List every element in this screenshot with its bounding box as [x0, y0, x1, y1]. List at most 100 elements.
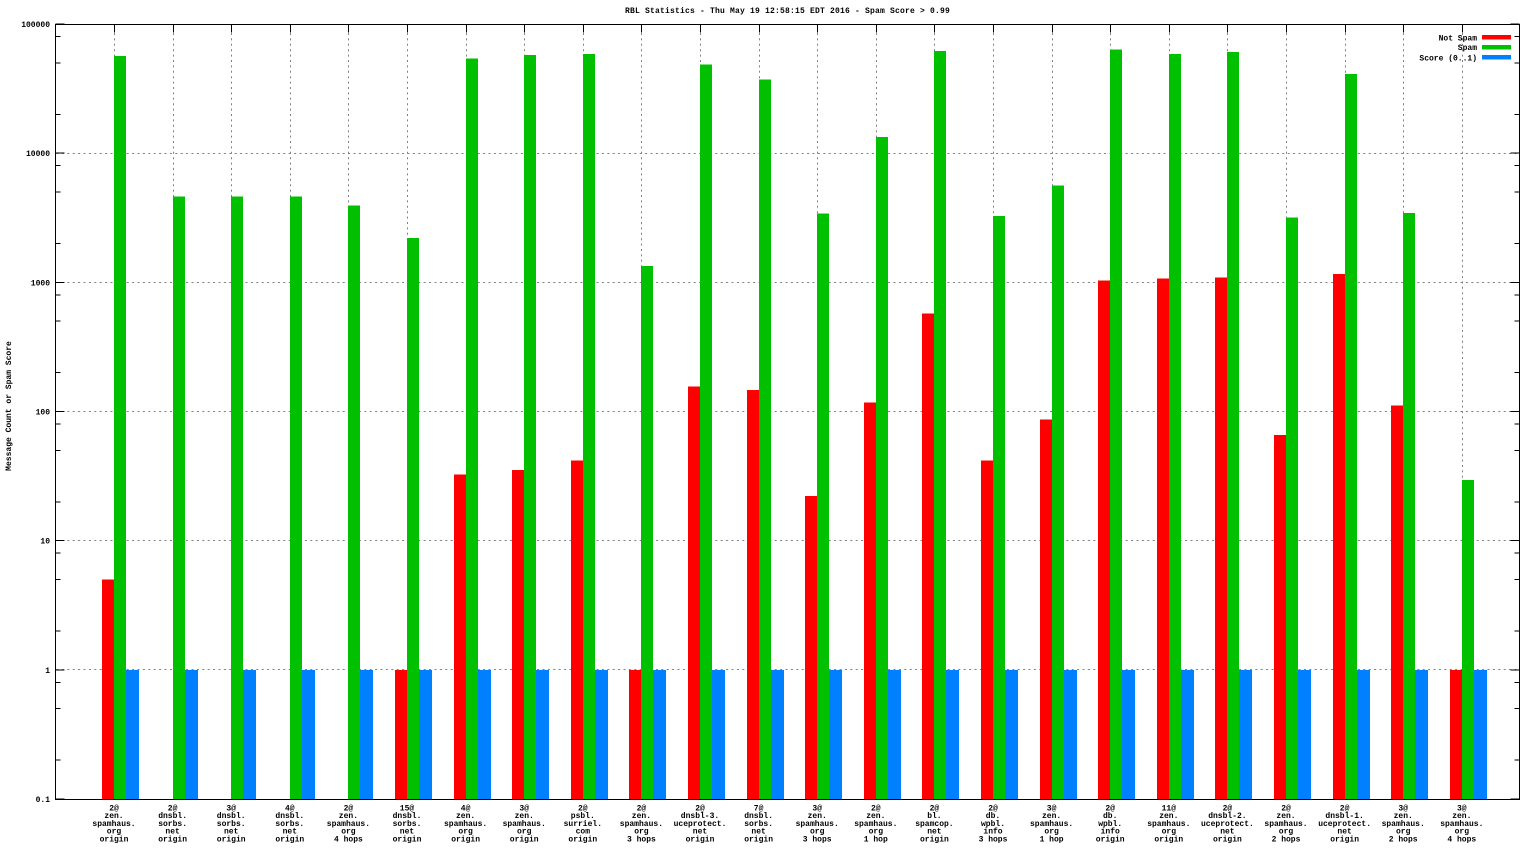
- svg-text:2@: 2@: [871, 804, 881, 813]
- svg-text:4@: 4@: [461, 804, 471, 813]
- svg-text:zen.: zen.: [339, 812, 358, 821]
- svg-text:Not Spam: Not Spam: [1439, 34, 1478, 43]
- svg-text:spamcop.: spamcop.: [915, 820, 953, 829]
- svg-text:3@: 3@: [812, 804, 822, 813]
- svg-text:3@: 3@: [1398, 804, 1408, 813]
- svg-text:org: org: [517, 828, 532, 837]
- svg-text:org: org: [634, 828, 649, 837]
- svg-text:3 hops: 3 hops: [979, 835, 1008, 844]
- svg-text:dnsbl-3.: dnsbl-3.: [681, 812, 719, 821]
- svg-text:100000: 100000: [21, 21, 50, 30]
- svg-text:origin: origin: [568, 835, 597, 844]
- svg-text:origin: origin: [920, 835, 949, 844]
- svg-text:origin: origin: [744, 835, 773, 844]
- svg-text:spamhaus.: spamhaus.: [620, 820, 663, 829]
- svg-text:uceprotect.: uceprotect.: [1201, 820, 1254, 829]
- svg-text:spamhaus.: spamhaus.: [444, 820, 487, 829]
- svg-text:origin: origin: [275, 835, 304, 844]
- svg-text:15@: 15@: [400, 804, 415, 813]
- svg-text:spamhaus.: spamhaus.: [1264, 820, 1307, 829]
- svg-text:zen.: zen.: [1276, 812, 1295, 821]
- svg-text:4@: 4@: [285, 804, 295, 813]
- svg-text:uceprotect.: uceprotect.: [674, 820, 727, 829]
- svg-text:origin: origin: [1330, 835, 1359, 844]
- svg-text:psbl.: psbl.: [571, 812, 595, 821]
- svg-text:org: org: [869, 828, 884, 837]
- svg-text:2@: 2@: [168, 804, 178, 813]
- svg-text:0.1: 0.1: [36, 796, 51, 805]
- svg-text:3@: 3@: [226, 804, 236, 813]
- svg-text:zen.: zen.: [1159, 812, 1178, 821]
- svg-text:sorbs.: sorbs.: [158, 820, 187, 829]
- svg-text:Spam: Spam: [1458, 44, 1477, 53]
- svg-text:net: net: [751, 828, 766, 837]
- svg-text:origin: origin: [1213, 835, 1242, 844]
- svg-text:2@: 2@: [695, 804, 705, 813]
- svg-text:origin: origin: [510, 835, 539, 844]
- svg-text:origin: origin: [100, 835, 129, 844]
- svg-text:zen.: zen.: [1452, 812, 1471, 821]
- svg-text:2@: 2@: [1223, 804, 1233, 813]
- svg-text:dnsbl.: dnsbl.: [158, 812, 187, 821]
- svg-text:net: net: [693, 828, 708, 837]
- svg-text:2@: 2@: [1281, 804, 1291, 813]
- svg-text:spamhaus.: spamhaus.: [327, 820, 370, 829]
- svg-text:2@: 2@: [109, 804, 119, 813]
- svg-text:sorbs.: sorbs.: [744, 820, 773, 829]
- svg-text:Message Count or Spam Score: Message Count or Spam Score: [5, 341, 14, 471]
- svg-text:2@: 2@: [637, 804, 647, 813]
- svg-text:com: com: [576, 828, 591, 837]
- svg-text:info: info: [983, 828, 1002, 837]
- svg-text:zen.: zen.: [808, 812, 827, 821]
- svg-text:surriel.: surriel.: [564, 820, 602, 829]
- svg-text:origin: origin: [393, 835, 422, 844]
- svg-text:Score (0..1): Score (0..1): [1419, 54, 1477, 63]
- svg-text:2@: 2@: [1105, 804, 1115, 813]
- svg-text:org: org: [341, 828, 356, 837]
- svg-text:org: org: [1279, 828, 1294, 837]
- svg-text:zen.: zen.: [1394, 812, 1413, 821]
- svg-text:10: 10: [40, 538, 50, 547]
- svg-text:wpbl.: wpbl.: [1098, 820, 1122, 829]
- svg-text:zen.: zen.: [632, 812, 651, 821]
- svg-text:100: 100: [36, 409, 51, 418]
- svg-text:spamhaus.: spamhaus.: [92, 820, 135, 829]
- svg-text:org: org: [458, 828, 473, 837]
- svg-text:3@: 3@: [519, 804, 529, 813]
- svg-text:spamhaus.: spamhaus.: [796, 820, 839, 829]
- svg-text:spamhaus.: spamhaus.: [854, 820, 897, 829]
- svg-text:3@: 3@: [1047, 804, 1057, 813]
- svg-text:2@: 2@: [930, 804, 940, 813]
- svg-text:sorbs.: sorbs.: [275, 820, 304, 829]
- svg-text:origin: origin: [686, 835, 715, 844]
- svg-text:spamhaus.: spamhaus.: [1030, 820, 1073, 829]
- svg-text:2@: 2@: [578, 804, 588, 813]
- svg-text:db.: db.: [986, 812, 1000, 821]
- svg-text:org: org: [1396, 828, 1411, 837]
- svg-text:org: org: [1455, 828, 1470, 837]
- svg-text:spamhaus.: spamhaus.: [1440, 820, 1483, 829]
- svg-text:sorbs.: sorbs.: [217, 820, 246, 829]
- svg-text:org: org: [1044, 828, 1059, 837]
- svg-text:info: info: [1101, 828, 1120, 837]
- svg-text:1 hop: 1 hop: [1040, 835, 1064, 844]
- svg-text:1: 1: [45, 667, 50, 676]
- svg-text:net: net: [1337, 828, 1352, 837]
- svg-text:zen.: zen.: [456, 812, 475, 821]
- svg-text:2 hops: 2 hops: [1389, 835, 1418, 844]
- svg-text:db.: db.: [1103, 812, 1117, 821]
- svg-text:wpbl.: wpbl.: [981, 820, 1005, 829]
- svg-text:sorbs.: sorbs.: [393, 820, 422, 829]
- svg-text:org: org: [810, 828, 825, 837]
- svg-text:org: org: [107, 828, 122, 837]
- svg-text:net: net: [283, 828, 298, 837]
- svg-text:RBL Statistics - Thu May 19 12: RBL Statistics - Thu May 19 12:58:15 EDT…: [625, 7, 950, 16]
- svg-text:2 hops: 2 hops: [1272, 835, 1301, 844]
- svg-text:dnsbl.: dnsbl.: [393, 812, 422, 821]
- svg-text:uceprotect.: uceprotect.: [1318, 820, 1371, 829]
- svg-text:3@: 3@: [1457, 804, 1467, 813]
- svg-text:1000: 1000: [31, 279, 50, 288]
- svg-text:net: net: [927, 828, 942, 837]
- svg-text:7@: 7@: [754, 804, 764, 813]
- svg-text:spamhaus.: spamhaus.: [1382, 820, 1425, 829]
